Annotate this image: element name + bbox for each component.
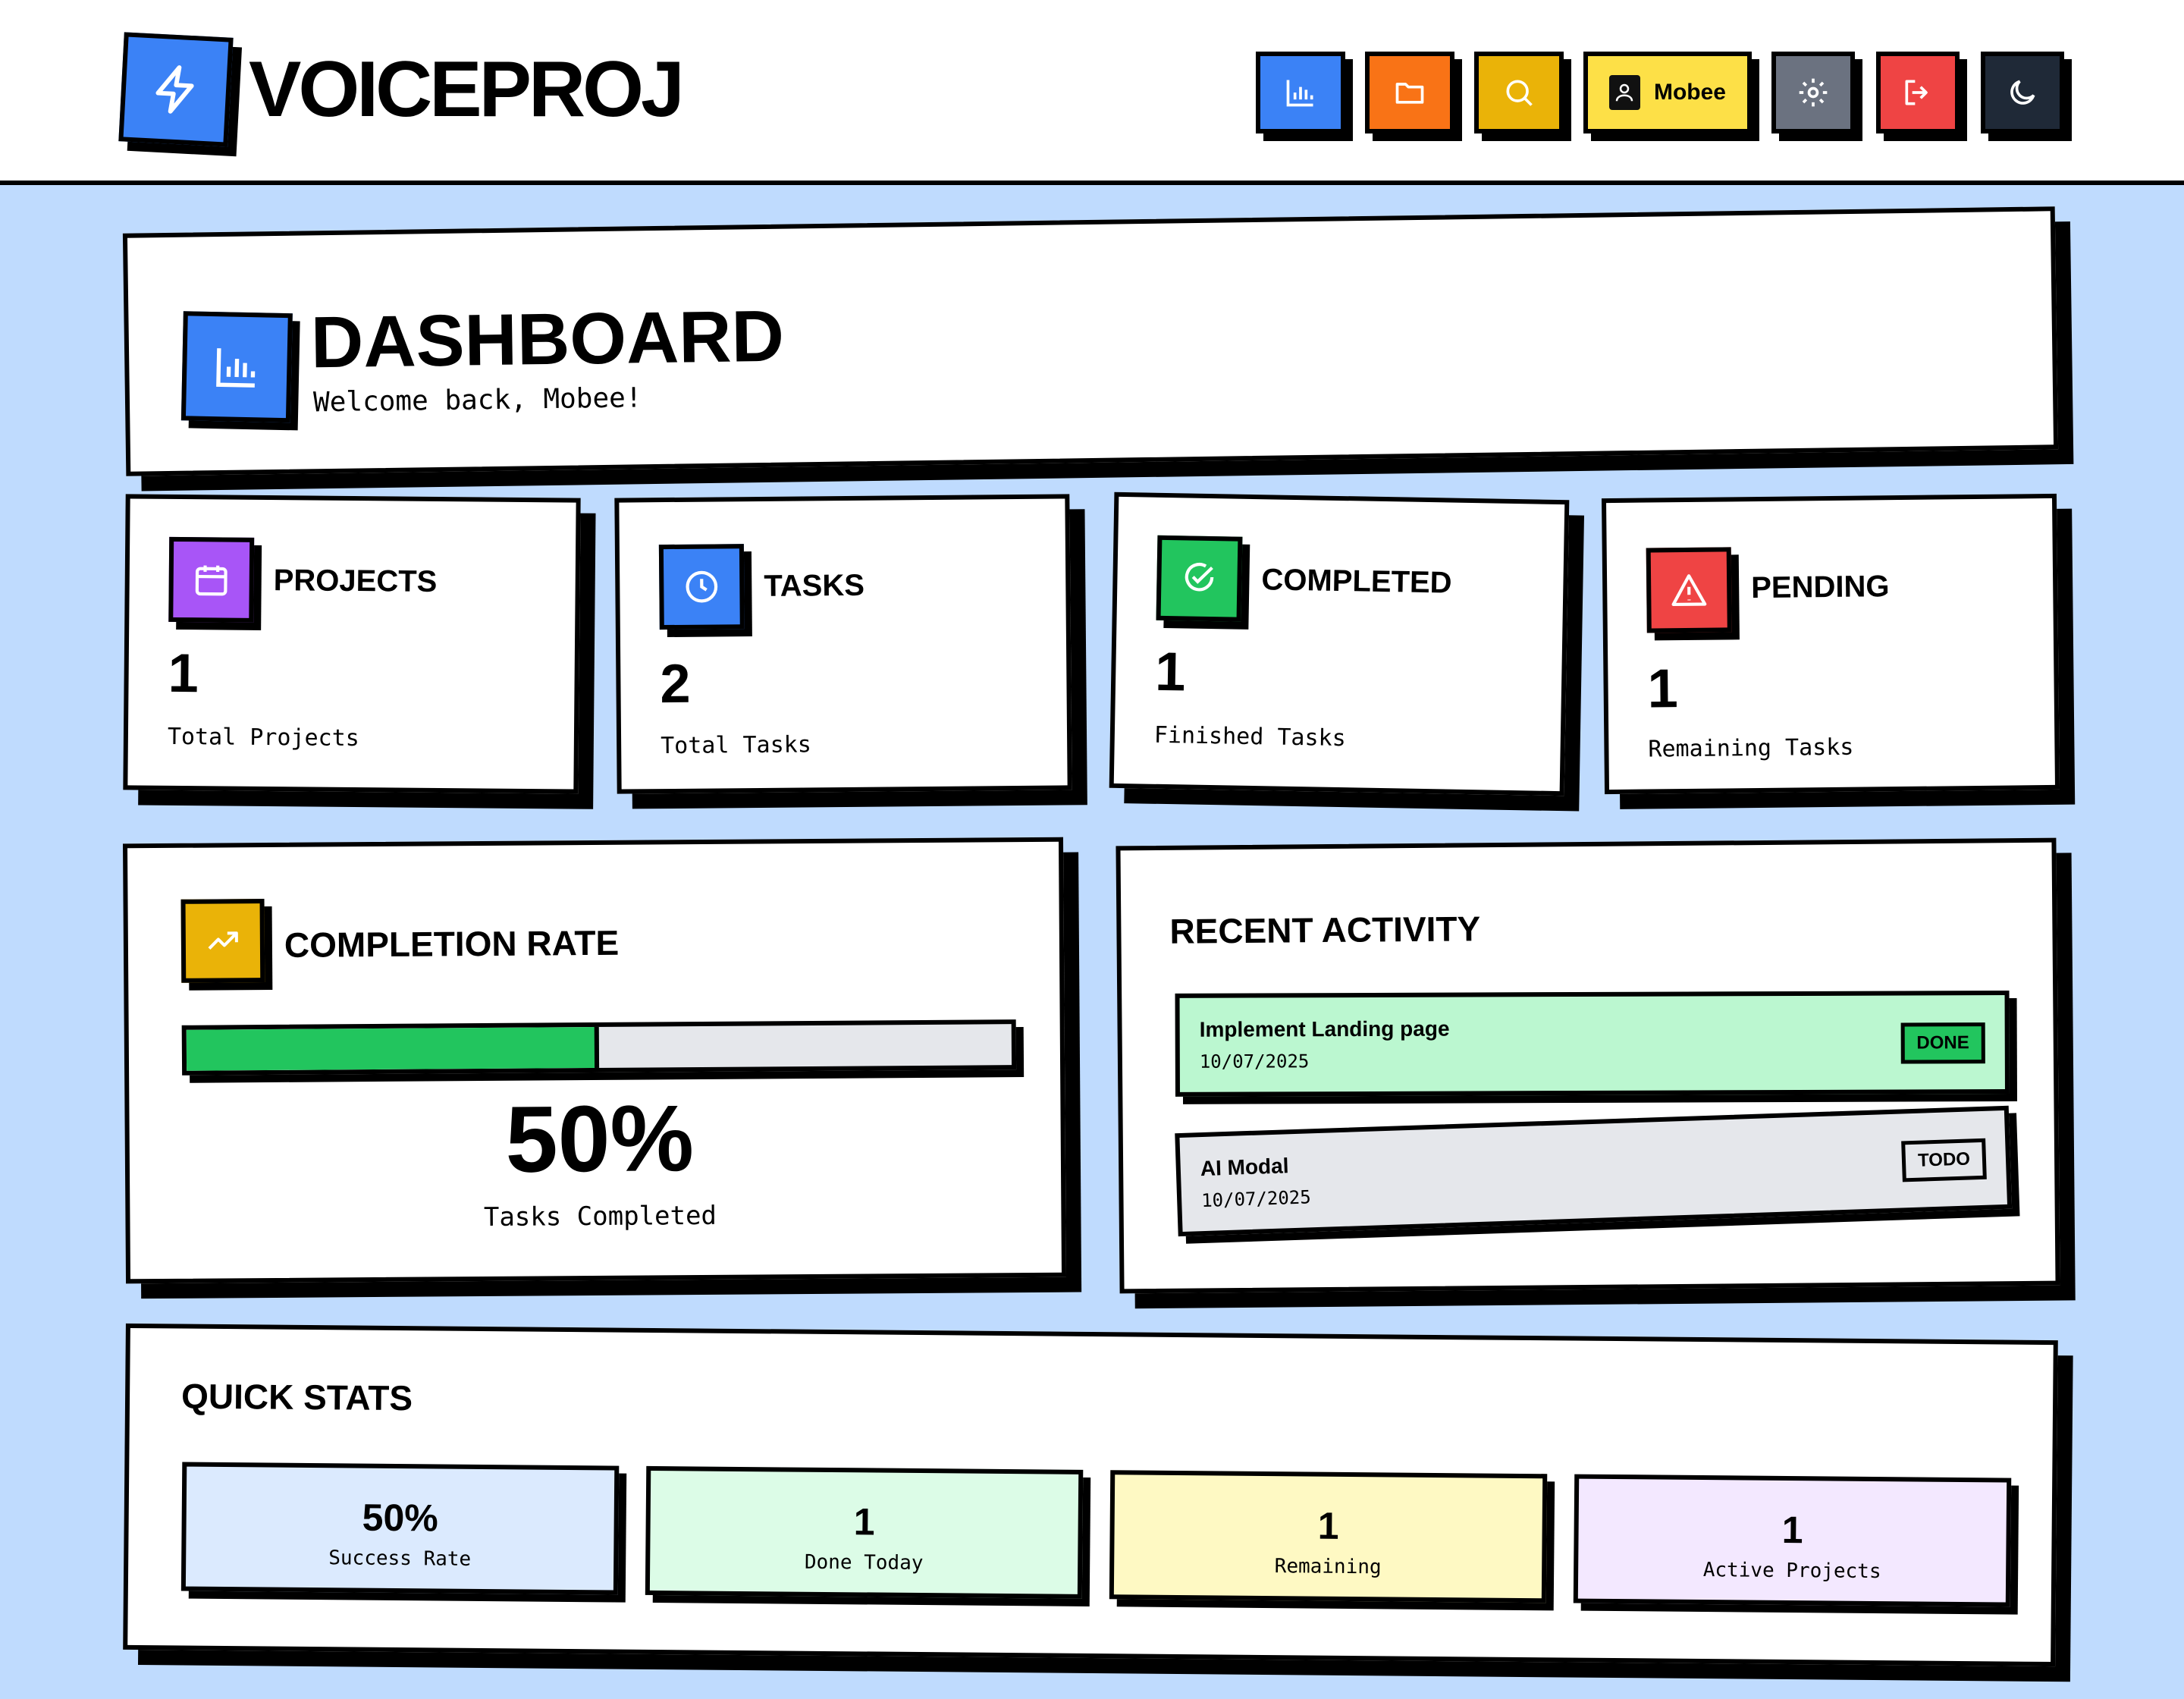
quick-stat-success-rate: 50% Success Rate [180,1462,620,1595]
status-badge: DONE [1900,1022,1985,1064]
progress-fill [186,1026,600,1071]
activity-title: AI Modal [1200,1154,1289,1181]
stat-value: 1 [168,642,199,705]
stat-caption: Total Tasks [661,731,811,760]
stat-caption: Finished Tasks [1153,721,1347,752]
activity-date: 10/07/2025 [1199,1050,1310,1072]
nav-projects-button[interactable] [1365,52,1454,133]
completion-progress-bar [181,1019,1017,1076]
trending-up-icon [208,931,238,950]
nav-dashboard-button[interactable] [1256,52,1345,133]
completion-percent: 50% [505,1086,695,1192]
stat-label: PENDING [1750,570,1890,605]
welcome-text: Welcome back, Mobee! [312,382,642,419]
stat-value: 2 [660,653,691,715]
stat-card-tasks[interactable]: TASKS 2 Total Tasks [614,494,1072,794]
clock-icon-badge [658,544,745,630]
folder-icon [1395,83,1424,104]
user-icon [1609,75,1640,110]
user-name: Mobee [1653,80,1726,105]
dashboard-badge [180,311,293,423]
gear-icon [1799,78,1828,107]
section-title: QUICK STATS [180,1376,413,1418]
section-title: RECENT ACTIVITY [1169,909,1481,951]
stat-value: 1 [1647,658,1679,720]
activity-item[interactable]: AI Modal 10/07/2025 TODO [1175,1105,2013,1237]
activity-title: Implement Landing page [1199,1016,1450,1041]
quick-stat-remaining: 1 Remaining [1109,1470,1548,1603]
stat-caption: Remaining Tasks [1648,733,1854,763]
section-title: COMPLETION RATE [284,922,620,965]
quick-stat-label: Remaining [1274,1555,1382,1579]
stat-label: COMPLETED [1261,563,1452,600]
clock-icon [686,570,718,603]
quick-stat-value: 1 [1781,1508,1803,1552]
logout-button[interactable] [1876,52,1960,133]
quick-stat-value: 50% [362,1496,438,1540]
status-badge: TODO [1901,1138,1987,1182]
bar-chart-icon [1286,80,1313,107]
quick-stat-label: Active Projects [1702,1559,1881,1584]
quick-stat-label: Done Today [804,1550,924,1575]
stat-card-completed[interactable]: COMPLETED 1 Finished Tasks [1109,491,1570,796]
quick-stat-active-projects: 1 Active Projects [1573,1474,2012,1607]
completion-caption: Tasks Completed [483,1200,717,1233]
calendar-icon [195,565,228,596]
moon-icon [2010,80,2035,105]
quick-stat-value: 1 [853,1500,875,1544]
logo-badge[interactable] [118,32,234,147]
activity-item[interactable]: Implement Landing page 10/07/2025 DONE [1175,991,2010,1097]
stat-value: 1 [1154,641,1187,703]
check-icon-badge [1156,535,1243,622]
quick-stats-card: QUICK STATS 50% Success Rate 1 Done Toda… [123,1323,2058,1667]
quick-stat-label: Success Rate [328,1547,472,1571]
page-title: DASHBOARD [310,295,785,384]
app-name[interactable]: VOICEPROJ [249,46,685,133]
warning-icon-badge [1646,547,1732,633]
settings-button[interactable] [1771,52,1855,133]
lightning-icon [155,65,194,114]
stat-caption: Total Projects [167,723,359,752]
dashboard-header-card: DASHBOARD Welcome back, Mobee! [122,206,2059,476]
bar-chart-icon [216,348,256,388]
trend-icon-badge [180,899,265,983]
completion-rate-card: COMPLETION RATE 50% Tasks Completed [122,837,1067,1284]
quick-stat-value: 1 [1317,1504,1339,1547]
calendar-icon-badge [168,536,255,623]
check-circle-icon [1185,563,1214,592]
logout-icon [1905,80,1928,105]
warning-icon [1671,574,1707,607]
search-icon [1506,80,1533,106]
theme-toggle-button[interactable] [1981,52,2064,133]
stat-label: PROJECTS [273,564,438,598]
recent-activity-card: RECENT ACTIVITY Implement Landing page 1… [1116,837,2060,1294]
activity-date: 10/07/2025 [1200,1186,1312,1212]
top-header: VOICEPROJ Mobee [0,0,2184,185]
stat-card-pending[interactable]: PENDING 1 Remaining Tasks [1601,493,2060,795]
user-profile-button[interactable]: Mobee [1583,52,1752,133]
quick-stat-done-today: 1 Done Today [645,1465,1084,1599]
nav-search-button[interactable] [1474,52,1564,133]
stat-label: TASKS [764,568,865,603]
stat-card-projects[interactable]: PROJECTS 1 Total Projects [123,494,581,794]
